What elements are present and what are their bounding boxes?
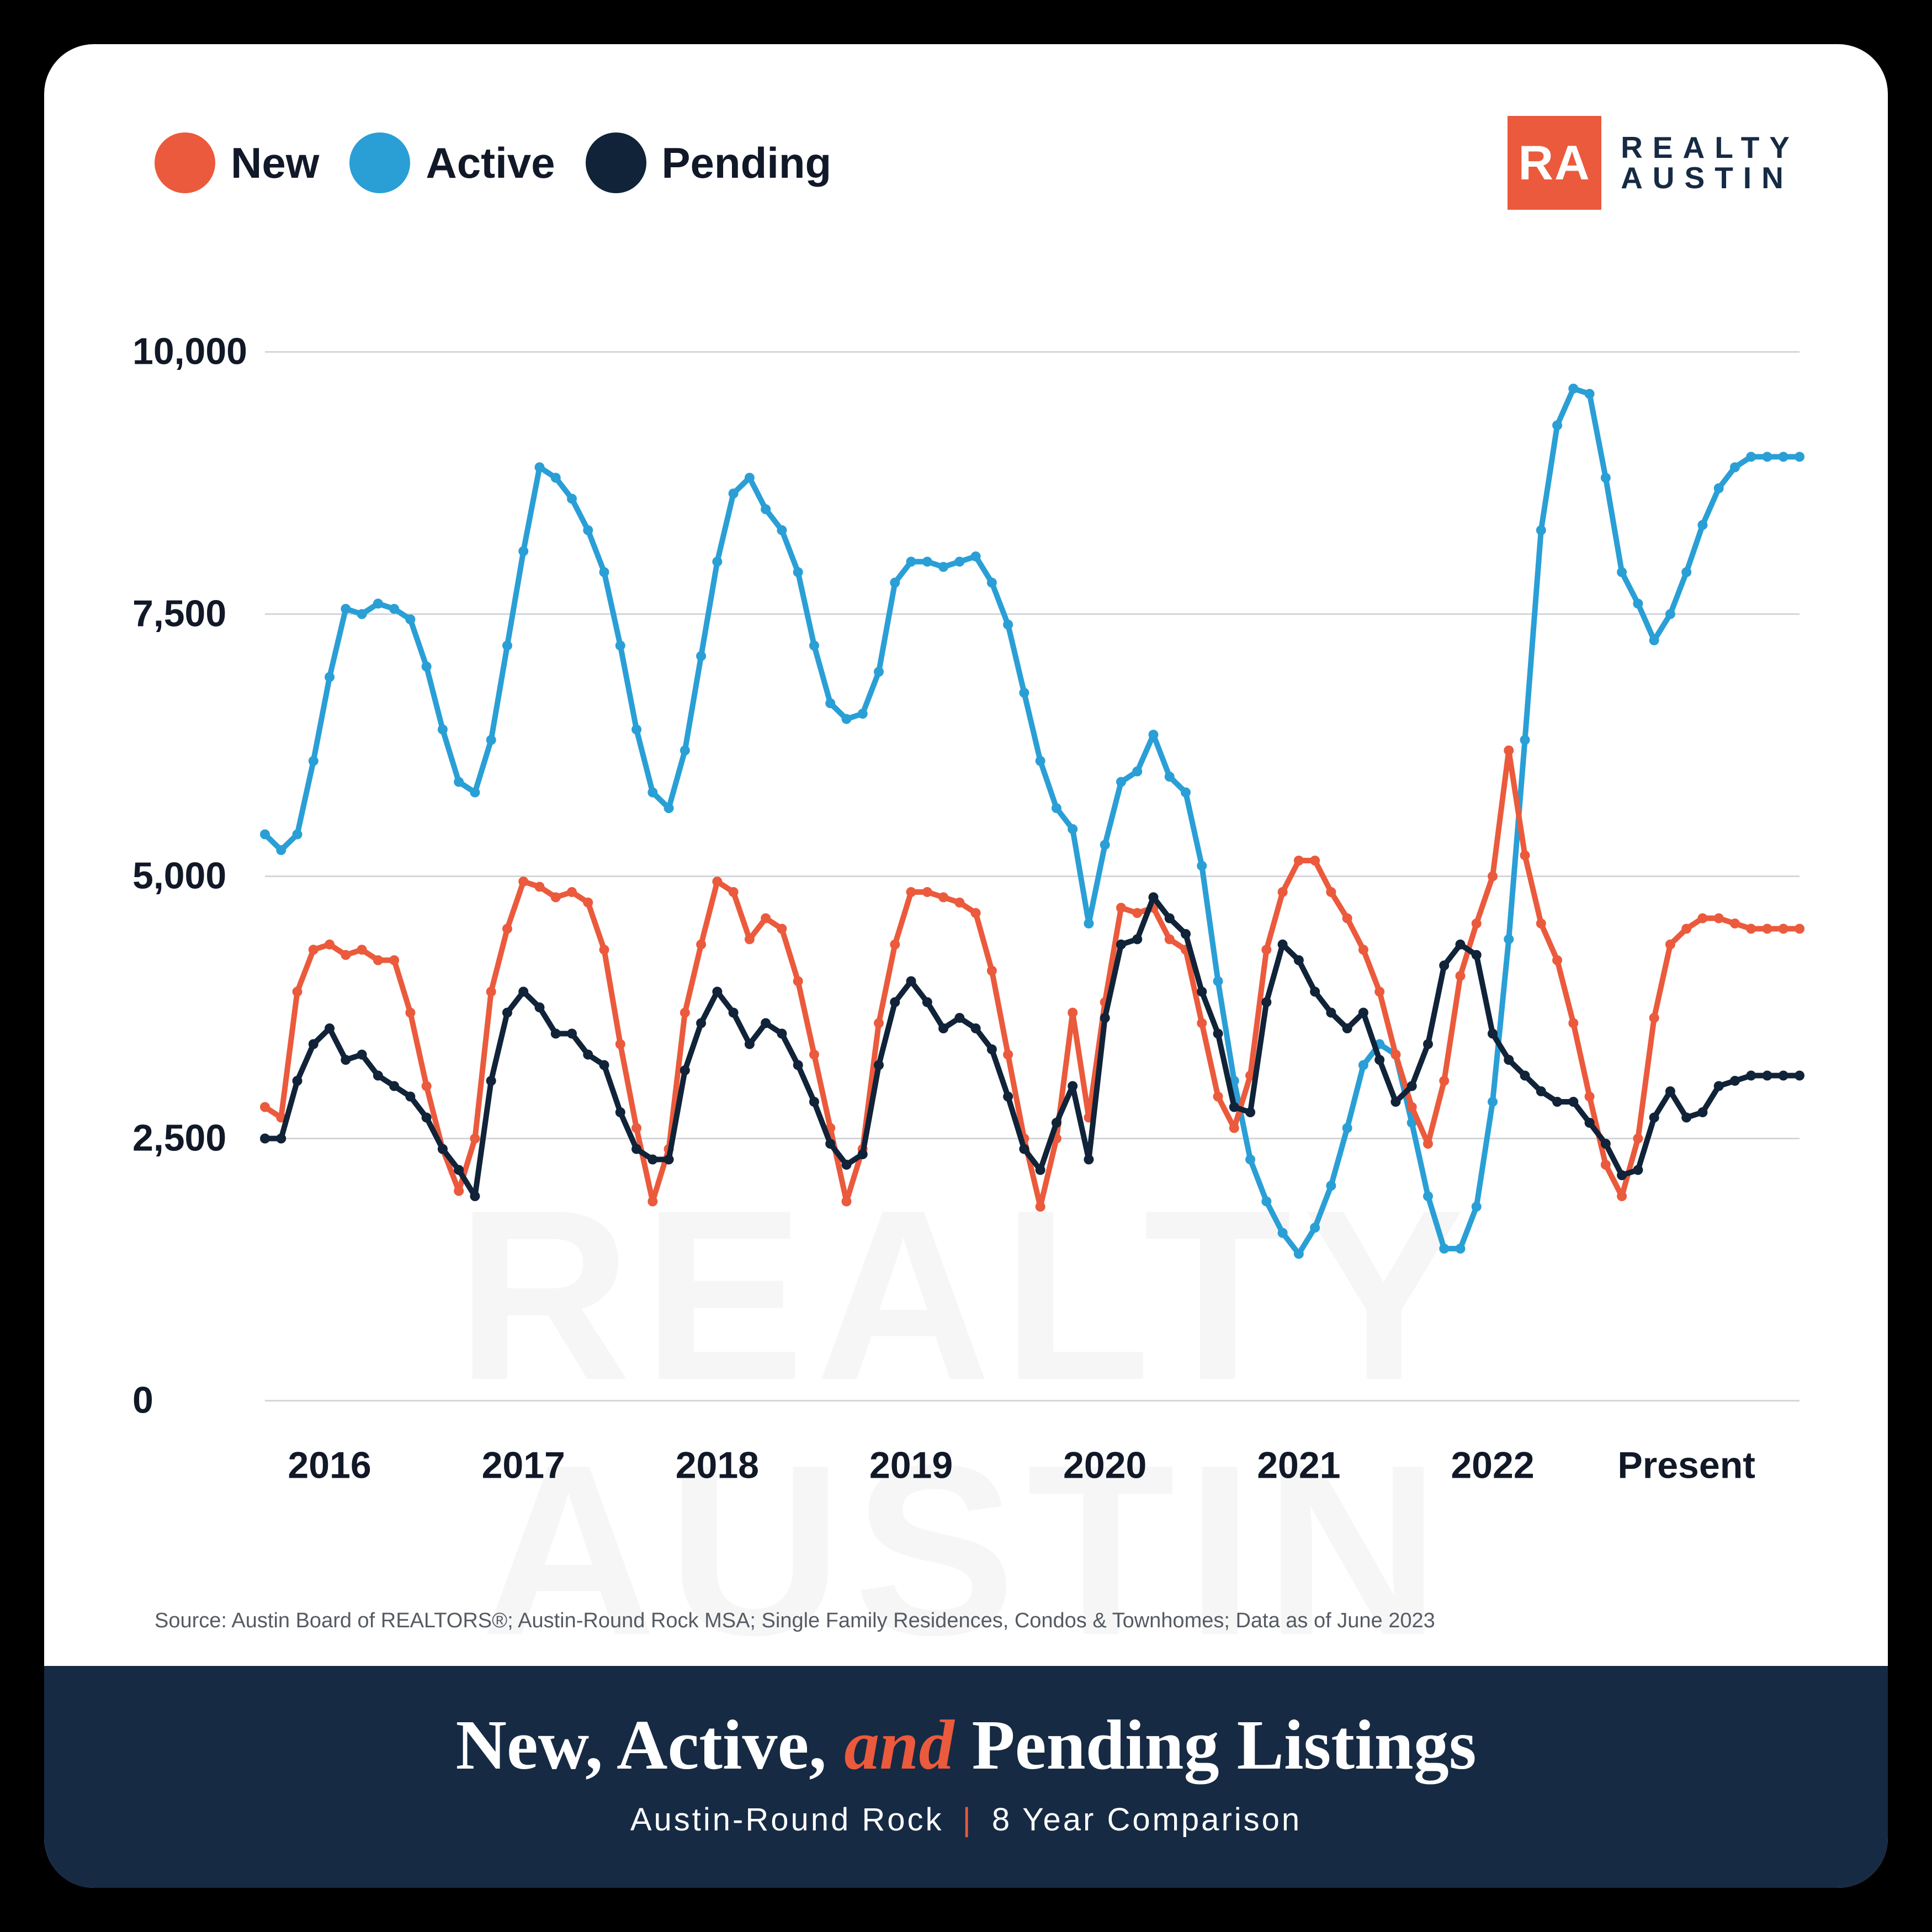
footer-title-pre: New, Active, [455, 1706, 844, 1784]
footer-title-accent: and [844, 1706, 954, 1784]
svg-text:5,000: 5,000 [132, 855, 226, 897]
svg-text:2022: 2022 [1451, 1445, 1534, 1487]
brand-line1: REALTY [1621, 132, 1800, 163]
footer-sub-right: 8 Year Comparison [992, 1802, 1302, 1838]
legend-label-active: Active [426, 138, 555, 188]
source-line: Source: Austin Board of REALTORS®; Austi… [44, 1598, 1888, 1666]
svg-text:10,000: 10,000 [132, 331, 247, 373]
footer-title-post: Pending Listings [954, 1706, 1476, 1784]
footer-sub-left: Austin-Round Rock [630, 1802, 944, 1838]
svg-text:2019: 2019 [869, 1445, 953, 1487]
svg-text:2020: 2020 [1063, 1445, 1147, 1487]
brand-text: REALTY AUSTIN [1621, 132, 1800, 193]
brand-badge: RA [1508, 116, 1601, 210]
legend-label-new: New [231, 138, 319, 188]
brand-line2: AUSTIN [1621, 163, 1800, 193]
svg-text:2016: 2016 [288, 1445, 371, 1487]
svg-text:2,500: 2,500 [132, 1117, 226, 1159]
legend: New Active Pending [155, 132, 831, 193]
legend-item-new: New [155, 132, 319, 193]
line-chart: 0 2,500 5,000 7,500 10,000 2016 2017 2018 2019 20… [110, 254, 1822, 1598]
legend-item-pending: Pending [586, 132, 832, 193]
legend-swatch-pending [586, 132, 646, 193]
brand-logo: RA REALTY AUSTIN [1508, 116, 1800, 210]
footer-subtitle: Austin-Round Rock | 8 Year Comparison [66, 1801, 1866, 1838]
legend-label-pending: Pending [662, 138, 832, 188]
chart-area: 0 2,500 5,000 7,500 10,000 2016 2017 2018 2019 20… [44, 221, 1888, 1598]
svg-text:2017: 2017 [482, 1445, 565, 1487]
footer-title: New, Active, and Pending Listings [66, 1705, 1866, 1786]
svg-text:2021: 2021 [1257, 1445, 1340, 1487]
svg-text:Present: Present [1617, 1445, 1755, 1487]
chart-card: REALTY AUSTIN New Active Pending RA REAL… [44, 44, 1888, 1888]
footer-banner: New, Active, and Pending Listings Austin… [44, 1666, 1888, 1888]
svg-text:2018: 2018 [676, 1445, 759, 1487]
svg-text:0: 0 [132, 1379, 153, 1421]
legend-swatch-active [349, 132, 410, 193]
footer-divider: | [955, 1802, 981, 1838]
legend-swatch-new [155, 132, 215, 193]
header-row: New Active Pending RA REALTY AUSTIN [44, 44, 1888, 221]
svg-text:7,500: 7,500 [132, 593, 226, 635]
legend-item-active: Active [349, 132, 555, 193]
